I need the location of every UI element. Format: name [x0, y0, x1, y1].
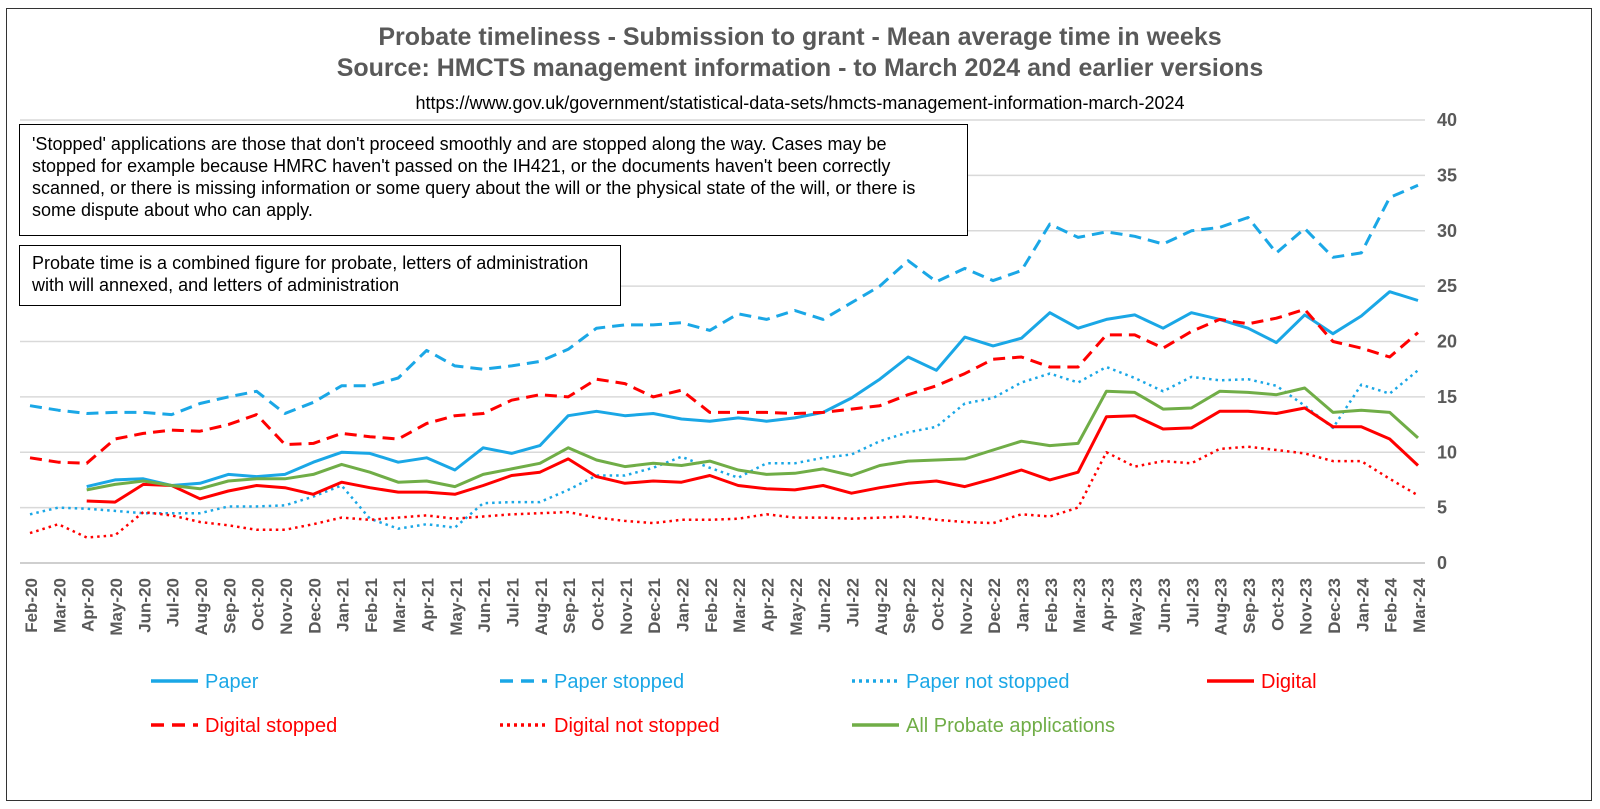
- x-tick-label: May-23: [1127, 578, 1146, 636]
- series-line: [86, 290, 1419, 489]
- x-tick-label: Jan-21: [334, 578, 353, 632]
- y-tick-label: 25: [1437, 276, 1457, 296]
- x-tick-label: Dec-22: [985, 578, 1004, 634]
- y-tick-label: 20: [1437, 332, 1457, 352]
- x-tick-label: Oct-23: [1268, 578, 1287, 631]
- x-tick-label: Feb-23: [1042, 578, 1061, 633]
- x-tick-label: Feb-24: [1382, 577, 1401, 632]
- x-tick-label: Mar-21: [390, 578, 409, 633]
- x-tick-label: Feb-20: [22, 578, 41, 633]
- series-line: [29, 445, 1419, 539]
- x-tick-label: Feb-22: [702, 578, 721, 633]
- x-tick-label: Jan-22: [674, 578, 693, 632]
- x-tick-label: Sep-20: [220, 578, 239, 634]
- x-tick-label: Aug-22: [872, 578, 891, 636]
- x-tick-label: Jul-20: [164, 578, 183, 627]
- legend-label: Paper: [205, 671, 259, 693]
- series-line: [29, 183, 1419, 417]
- probate-time-note: Probate time is a combined figure for pr…: [19, 245, 621, 306]
- x-tick-label: Dec-23: [1325, 578, 1344, 634]
- x-tick-label: Mar-20: [50, 578, 69, 633]
- x-tick-label: Feb-21: [362, 578, 381, 633]
- chart-subtitle: Source: HMCTS management information - t…: [336, 54, 1264, 82]
- series-line: [29, 307, 1419, 465]
- x-tick-label: Aug-21: [532, 578, 551, 636]
- x-tick-label: Sep-22: [900, 578, 919, 634]
- x-tick-label: Jun-20: [135, 578, 154, 633]
- x-tick-label: Oct-21: [589, 578, 608, 631]
- x-tick-label: Apr-21: [419, 578, 438, 632]
- x-tick-label: Oct-22: [928, 578, 947, 631]
- series-lines: [29, 183, 1420, 539]
- stopped-note: 'Stopped' applications are those that do…: [19, 124, 968, 236]
- y-tick-label: 30: [1437, 221, 1457, 241]
- x-tick-label: Nov-22: [957, 578, 976, 635]
- x-tick-label: Mar-23: [1070, 578, 1089, 633]
- y-tick-label: 35: [1437, 165, 1457, 185]
- series-line: [86, 406, 1420, 504]
- legend-label: Paper stopped: [554, 671, 684, 693]
- x-tick-label: Jul-22: [843, 578, 862, 627]
- x-tick-label: Jan-23: [1013, 578, 1032, 632]
- y-tick-label: 5: [1437, 498, 1447, 518]
- x-tick-label: Sep-21: [560, 578, 579, 634]
- chart-frame: [6, 8, 1592, 801]
- series-line: [29, 365, 1419, 530]
- y-tick-label: 10: [1437, 442, 1457, 462]
- x-tick-label: May-21: [447, 578, 466, 636]
- x-tick-label: Jan-24: [1353, 577, 1372, 631]
- x-tick-label: Aug-20: [192, 578, 211, 636]
- x-tick-label: Sep-23: [1240, 578, 1259, 634]
- x-tick-label: Apr-23: [1098, 578, 1117, 632]
- x-tick-label: Apr-20: [79, 578, 98, 632]
- source-url: https://www.gov.uk/government/statistica…: [415, 93, 1185, 113]
- y-tick-label: 40: [1437, 110, 1457, 130]
- y-tick-label: 15: [1437, 387, 1457, 407]
- x-tick-label: Jun-23: [1155, 578, 1174, 633]
- x-tick-label: Jul-21: [504, 578, 523, 627]
- legend-label: Digital not stopped: [554, 715, 720, 737]
- x-tick-label: Nov-20: [277, 578, 296, 635]
- x-tick-label: May-22: [787, 578, 806, 636]
- x-tick-label: Apr-22: [758, 578, 777, 632]
- chart-title: Probate timeliness - Submission to grant…: [378, 23, 1222, 51]
- x-tick-label: Oct-20: [249, 578, 268, 631]
- x-tick-label: Nov-21: [617, 578, 636, 635]
- legend-label: All Probate applications: [906, 715, 1115, 737]
- x-tick-label: May-20: [107, 578, 126, 636]
- series-line: [86, 386, 1420, 492]
- x-axis-tick-labels: Feb-20 Mar-20 Apr-20 May-20 Jun-20 Jul-20 Aug-…: [22, 577, 1429, 635]
- y-tick-label: 0: [1437, 553, 1447, 573]
- x-tick-label: Aug-23: [1212, 578, 1231, 636]
- y-axis-tick-labels: 0 5 10 15 20 25 30 35 40: [1437, 110, 1457, 573]
- x-tick-label: Mar-24: [1410, 577, 1429, 632]
- x-tick-label: Mar-22: [730, 578, 749, 633]
- x-tick-label: Jul-23: [1183, 578, 1202, 627]
- x-tick-label: Nov-23: [1297, 578, 1316, 635]
- legend-label: Digital stopped: [205, 715, 337, 737]
- x-tick-label: Jun-21: [475, 578, 494, 633]
- legend-label: Digital: [1261, 671, 1317, 693]
- legend: Paper Paper stopped Paper not stopped Digit…: [151, 671, 1317, 737]
- x-tick-label: Jun-22: [815, 578, 834, 633]
- x-tick-label: Dec-21: [645, 578, 664, 634]
- x-tick-label: Dec-20: [305, 578, 324, 634]
- legend-label: Paper not stopped: [906, 671, 1069, 693]
